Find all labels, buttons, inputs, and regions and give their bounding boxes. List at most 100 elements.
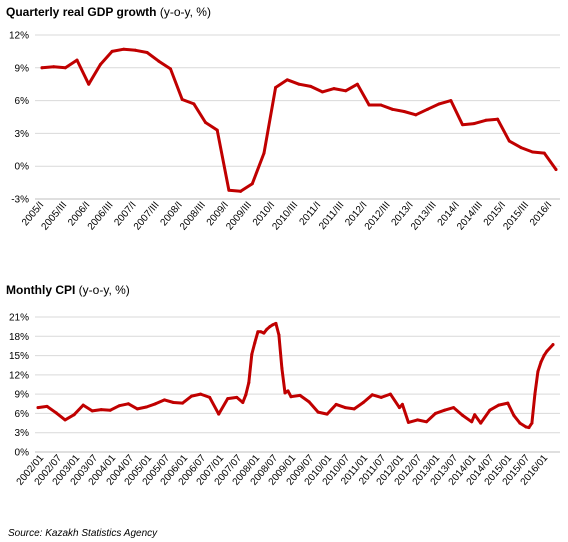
data-point [256,330,260,334]
data-point [285,78,289,82]
data-point [217,412,221,416]
data-point [307,400,311,404]
data-point [542,354,546,358]
data-point [379,395,383,399]
y-tick-label: 15% [9,351,29,362]
data-point [461,413,465,417]
data-point [425,420,429,424]
data-point [268,325,272,329]
data-point [54,411,58,415]
data-point [309,84,313,88]
data-point [402,110,406,114]
data-point [72,413,76,417]
source-note: Source: Kazakh Statistics Agency [8,528,158,539]
data-point [283,391,287,395]
data-point [289,395,293,399]
data-point [470,420,474,424]
data-point [298,393,302,397]
data-point [208,395,212,399]
data-point [90,409,94,413]
data-point [507,139,511,143]
data-point [98,63,102,67]
data-point [133,48,137,52]
data-point [533,392,537,396]
data-point [524,425,528,429]
y-tick-label: 18% [9,332,29,343]
data-point [461,123,465,127]
data-point [162,398,166,402]
data-point [262,151,266,155]
y-tick-label: 9% [15,390,30,401]
y-tick-label: 21% [9,313,29,324]
data-point [361,401,365,404]
data-point [75,58,79,62]
data-point [250,182,254,186]
data-point [542,151,546,155]
cpi-chart-title: Monthly CPI (y-o-y, %) [6,283,130,297]
data-point [277,333,281,337]
data-point [253,341,257,345]
data-point [63,418,67,422]
y-tick-label: -3% [11,195,29,206]
data-point [452,406,456,410]
data-point [316,410,320,414]
data-point [367,103,371,107]
gdp-growth-chart: -3%0%3%6%9%12%2005/I2005/III2006/I2006/I… [9,31,560,232]
data-point [414,113,418,117]
data-point [172,401,176,404]
data-point [262,331,266,335]
y-tick-label: 3% [15,428,30,439]
data-point [145,50,149,54]
data-point [484,118,488,122]
data-point [519,146,523,150]
data-point [434,411,438,415]
data-point [488,408,492,412]
data-point [117,404,121,408]
data-point [370,393,374,397]
data-point [108,408,112,412]
data-point [215,128,219,132]
data-point [545,349,549,353]
data-point [265,327,269,331]
y-tick-label: 6% [15,409,30,420]
data-point [190,394,194,398]
data-point [496,117,500,121]
data-point [443,408,447,412]
data-point [551,343,555,347]
data-point [536,370,540,374]
data-point [180,98,184,102]
cpi-chart: 0%3%6%9%12%15%18%21%2002/012002/072003/0… [9,313,560,488]
data-point [239,189,243,193]
data-point [518,421,522,425]
y-tick-label: 12% [9,31,29,42]
data-point [343,406,347,410]
data-point [449,99,453,103]
data-point [122,47,126,51]
data-point [344,89,348,93]
data-point [472,122,476,126]
data-point [153,402,157,406]
data-point [388,392,392,396]
data-point [280,366,284,370]
data-point [473,413,477,417]
data-point [286,389,290,393]
series-line [36,321,555,430]
data-point [204,120,208,124]
data-point [226,397,230,401]
data-point [325,412,329,416]
data-point [235,395,239,399]
data-point [250,352,254,356]
data-point [531,150,535,154]
data-point [169,67,172,71]
data-point [539,360,543,364]
data-point [181,401,185,405]
data-point [271,323,275,327]
data-point [241,401,245,404]
data-point [192,102,196,106]
data-point [247,381,251,385]
data-point [497,403,501,407]
data-point [332,87,336,91]
data-point [512,413,516,417]
y-tick-label: 12% [9,370,29,381]
data-point [40,66,44,70]
